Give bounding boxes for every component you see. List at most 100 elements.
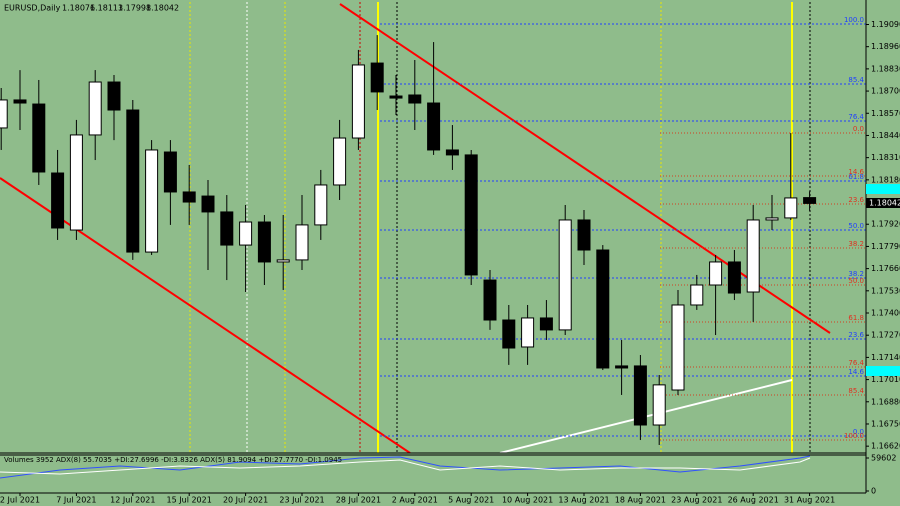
x-tick-label: 28 Jul 2021: [336, 496, 381, 505]
candle-body: [0, 99, 8, 129]
x-tick-label: 7 Jul 2021: [56, 496, 96, 505]
candle-body: [596, 249, 610, 369]
y-tick-label: 1.18440: [871, 131, 900, 140]
candle-body: [746, 219, 760, 293]
x-tick-label: 15 Jul 2021: [167, 496, 212, 505]
header-high: 1.18113: [90, 4, 123, 13]
fib-label: 50.0: [848, 222, 864, 230]
candle-body: [13, 99, 27, 104]
header-low: 1.17998: [118, 4, 151, 13]
y-tick-label: 1.16880: [871, 397, 900, 406]
fib-label: 85.4: [848, 387, 864, 395]
y-tick-label: 1.18570: [871, 109, 900, 118]
x-tick-label: 10 Aug 2021: [502, 496, 553, 505]
x-tick-label: 2 Aug 2021: [392, 496, 438, 505]
candle-body: [295, 224, 309, 261]
channel-line: [0, 177, 411, 453]
indicator-legend: Volumes 3952 ADX(8) 55.7035 +DI:27.6996 …: [4, 456, 342, 464]
x-tick-label: 23 Aug 2021: [671, 496, 722, 505]
y-tick-label: 1.18700: [871, 87, 900, 96]
chart-title: EURUSD,Daily: [4, 4, 61, 13]
candle-body: [163, 151, 177, 193]
y-tick-label: 1.17400: [871, 309, 900, 318]
candle-body: [32, 103, 46, 173]
candle-body: [765, 217, 779, 221]
candle-body: [464, 154, 478, 276]
y-tick-label: 1.17790: [871, 242, 900, 251]
candle-body: [558, 219, 572, 331]
candle-body: [784, 197, 798, 219]
fib-label: 23.6: [848, 196, 864, 204]
candle-body: [257, 221, 271, 263]
candle-body: [126, 109, 140, 253]
candle-body: [727, 261, 741, 294]
candle-body: [709, 261, 723, 286]
y-tick-label: 59602: [871, 454, 896, 463]
price-marker: [866, 184, 900, 194]
candle-body: [88, 81, 102, 136]
fib-label: 38.2: [848, 240, 864, 248]
header-open: 1.18076: [62, 4, 95, 13]
candle-body: [502, 319, 516, 349]
adx-line: [0, 457, 811, 475]
candle-body: [633, 365, 647, 426]
candle-body: [201, 195, 215, 213]
fib-label: 100.0: [844, 432, 864, 440]
candle-body: [539, 317, 553, 331]
candle-body: [445, 149, 459, 156]
candle-body: [615, 365, 629, 369]
price-marker: [866, 366, 900, 376]
y-tick-label: 1.19090: [871, 20, 900, 29]
y-tick-label: 1.16620: [871, 442, 900, 451]
candle-body: [671, 304, 685, 391]
current-price-label: 1.18042: [869, 199, 900, 208]
candle-body: [483, 279, 497, 321]
y-tick-label: 1.18310: [871, 153, 900, 162]
x-tick-label: 12 Jul 2021: [110, 496, 155, 505]
y-tick-label: 1.17270: [871, 331, 900, 340]
candle-body: [220, 211, 234, 246]
x-tick-label: 2 Jul 2021: [0, 496, 40, 505]
x-tick-label: 23 Jul 2021: [279, 496, 324, 505]
fib-label: 61.8: [848, 173, 864, 181]
candle-body: [408, 94, 422, 104]
x-tick-label: 5 Aug 2021: [448, 496, 494, 505]
y-tick-label: 1.17530: [871, 286, 900, 295]
candle-body: [145, 149, 159, 253]
y-tick-label: 1.17010: [871, 375, 900, 384]
current-price-box: [866, 198, 900, 208]
fib-label: 0.0: [853, 428, 864, 436]
fib-label: 76.4: [848, 359, 864, 367]
candles: [0, 35, 817, 445]
fib-label: 76.4: [848, 113, 864, 121]
fib-label: 23.6: [848, 331, 864, 339]
candle-body: [803, 197, 817, 204]
candle-body: [577, 219, 591, 251]
y-tick-label: 1.17140: [871, 353, 900, 362]
y-tick-label: 1.18830: [871, 64, 900, 73]
candle-body: [239, 221, 253, 246]
x-tick-label: 26 Aug 2021: [728, 496, 779, 505]
y-tick-label: 0: [871, 487, 876, 496]
x-tick-label: 31 Aug 2021: [784, 496, 835, 505]
fib-label: 14.6: [848, 368, 864, 376]
candle-body: [652, 384, 666, 426]
candle-body: [389, 95, 403, 99]
fib-label: 14.6: [848, 168, 864, 176]
y-tick-label: 1.16750: [871, 419, 900, 428]
fib-label: 61.8: [848, 314, 864, 322]
x-tick-label: 13 Aug 2021: [558, 496, 609, 505]
y-tick-label: 1.18180: [871, 175, 900, 184]
candle-body: [107, 81, 121, 111]
candle-body: [427, 102, 441, 151]
fib-lines: 100.0 85.4 76.4 61.8 50.0 38.2 23.6 14.6 0.0 0.0 1…: [380, 16, 866, 441]
candle-body: [521, 317, 535, 348]
fib-label: 38.2: [848, 270, 864, 278]
y-tick-label: 1.17660: [871, 264, 900, 273]
fib-label: 0.0: [853, 125, 864, 133]
x-tick-label: 20 Jul 2021: [223, 496, 268, 505]
candle-body: [314, 184, 328, 226]
candle-body: [276, 259, 290, 263]
